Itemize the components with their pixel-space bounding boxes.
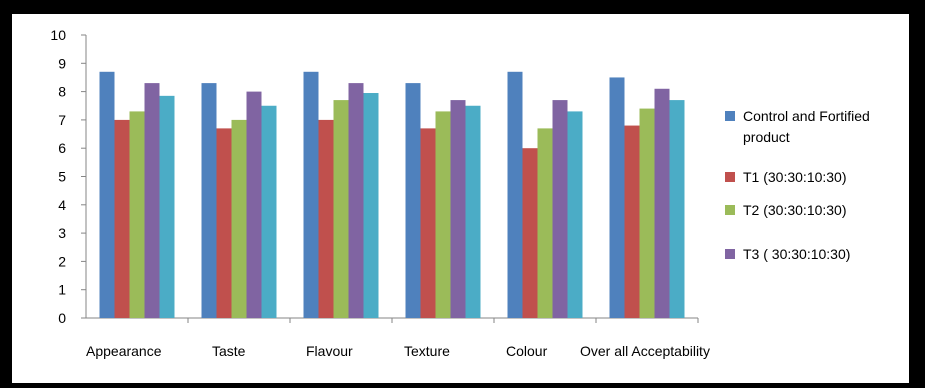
bar — [552, 100, 568, 318]
bar — [522, 148, 538, 318]
bar — [303, 71, 319, 318]
bar — [507, 71, 523, 318]
bar — [201, 83, 217, 318]
x-tick-label: Texture — [404, 343, 450, 359]
bar — [231, 119, 247, 319]
legend-swatch — [725, 111, 735, 121]
x-tick-label: Colour — [506, 343, 548, 359]
bar — [405, 83, 421, 318]
x-tick-label: Flavour — [306, 343, 353, 359]
legend-label: T3 ( 30:30:10:30) — [743, 246, 850, 262]
bar — [363, 93, 379, 318]
bar — [450, 100, 466, 318]
legend-swatch — [725, 172, 735, 182]
bar — [114, 119, 130, 319]
y-tick-label: 8 — [58, 84, 66, 100]
y-tick-label: 9 — [58, 55, 66, 71]
legend: Control and Fortified product T1 (30:30:10… — [725, 108, 870, 262]
legend-swatch — [725, 249, 735, 259]
bar — [159, 95, 175, 318]
y-tick-label: 5 — [58, 169, 66, 185]
chart-panel: Appearance Taste Flavour Texture Colour Over … — [12, 14, 909, 383]
bar — [537, 128, 553, 318]
y-tick-label: 7 — [58, 112, 66, 128]
legend-label: product — [743, 129, 790, 145]
x-tick-label: Taste — [212, 343, 246, 359]
bar — [216, 128, 232, 318]
bar — [144, 83, 160, 318]
y-tick-label: 1 — [58, 282, 66, 298]
y-tick-label: 4 — [58, 197, 66, 213]
x-tick-label: Appearance — [86, 343, 162, 359]
bar — [609, 77, 625, 318]
legend-label: T2 (30:30:10:30) — [743, 202, 847, 218]
bar — [318, 119, 334, 319]
y-tick-labels: 0 1 2 3 4 5 6 7 8 9 10 — [50, 27, 66, 326]
bar — [465, 105, 481, 318]
bar — [624, 125, 640, 318]
legend-swatch — [725, 205, 735, 215]
bar — [435, 111, 451, 318]
y-tick-label: 2 — [58, 253, 66, 269]
y-tick-label: 0 — [58, 310, 66, 326]
bar — [333, 100, 349, 318]
bar — [99, 71, 115, 318]
x-tick-labels: Appearance Taste Flavour Texture Colour Over … — [86, 343, 710, 359]
bar — [246, 91, 262, 318]
axes — [81, 34, 699, 323]
bars — [99, 71, 685, 319]
bar — [348, 83, 364, 318]
bar — [567, 111, 583, 318]
bar — [654, 88, 670, 319]
legend-label: Control and Fortified — [743, 108, 870, 124]
bar — [639, 108, 655, 318]
y-tick-label: 6 — [58, 140, 66, 156]
legend-label: T1 (30:30:10:30) — [743, 169, 847, 185]
y-tick-label: 3 — [58, 225, 66, 241]
bar — [261, 105, 277, 318]
bar — [420, 128, 436, 318]
bar — [669, 100, 685, 318]
bar-chart: Appearance Taste Flavour Texture Colour Over … — [50, 27, 870, 359]
y-tick-label: 10 — [50, 27, 66, 43]
bar — [129, 111, 145, 318]
x-tick-label: Over all Acceptability — [580, 343, 710, 359]
